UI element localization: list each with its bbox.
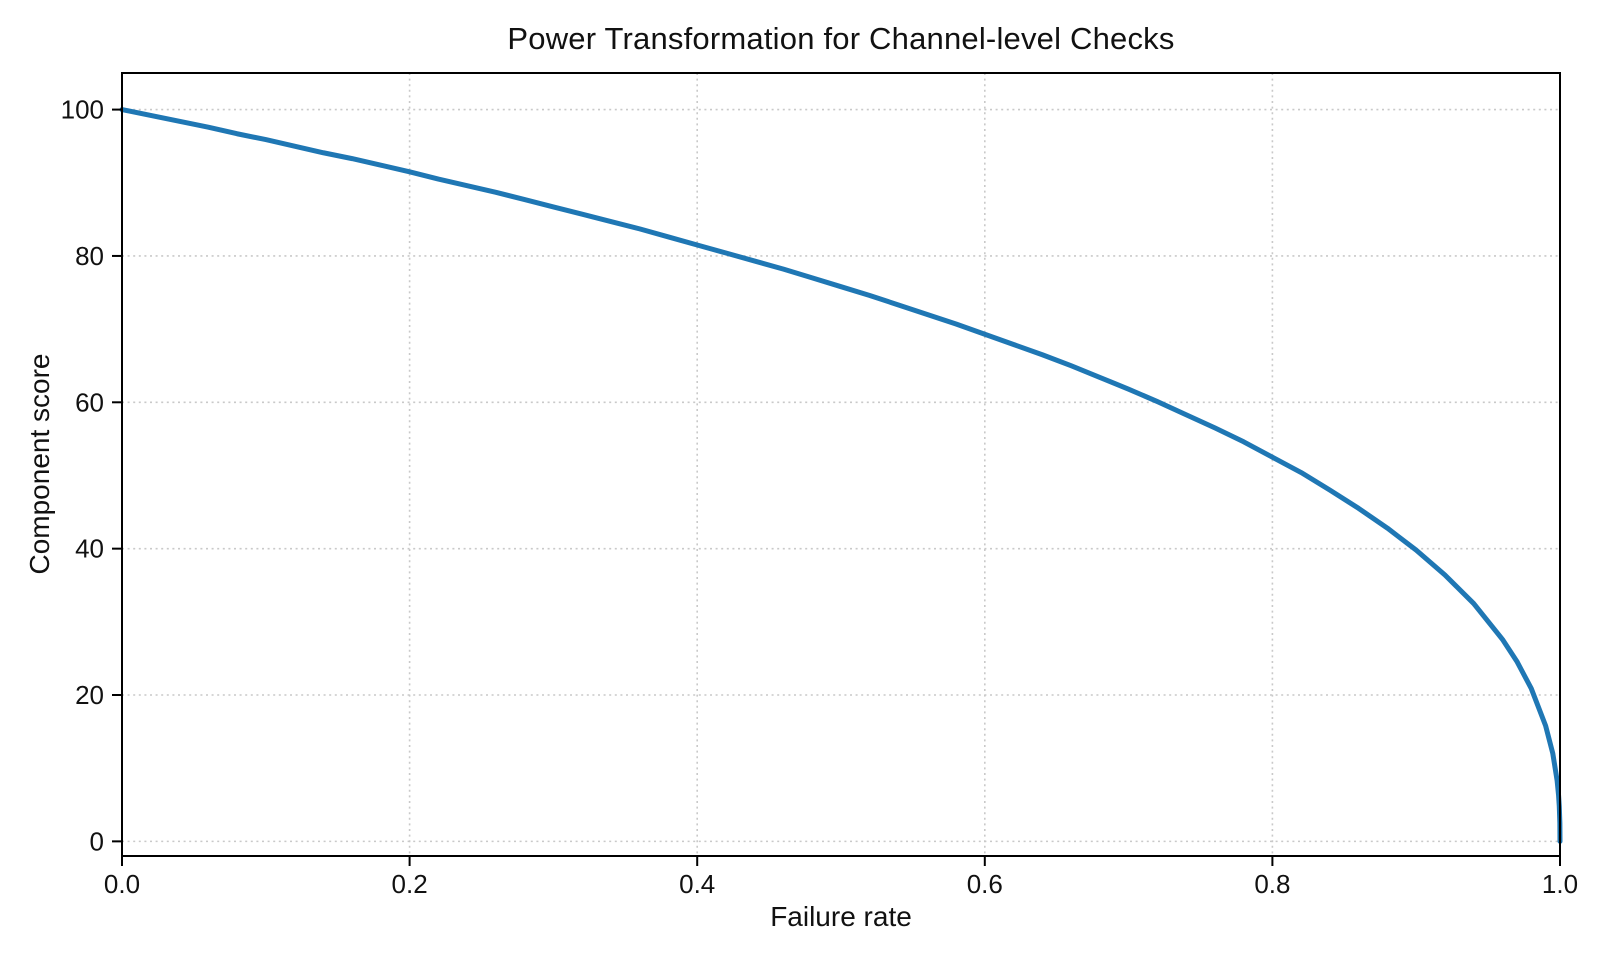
y-tick-label: 60 [75,387,104,417]
x-tick-label: 0.6 [967,869,1003,899]
y-tick-label: 80 [75,241,104,271]
y-tick-label: 20 [75,680,104,710]
y-tick-label: 40 [75,534,104,564]
axis-ticks: 0.0 0.2 0.4 0.6 0.8 1.0 0 20 40 60 80 100 [61,95,1578,899]
gridlines [121,73,1561,856]
x-tick-label: 1.0 [1542,869,1578,899]
y-tick-label: 0 [90,826,104,856]
plot-border [121,72,1561,857]
x-axis-label: Failure rate [770,901,912,932]
x-tick-label: 0.8 [1254,869,1290,899]
series-line-component-score-curve [119,107,1563,844]
x-tick-label: 0.2 [392,869,428,899]
x-tick-label: 0.4 [679,869,715,899]
x-tick-label: 0.0 [104,869,140,899]
y-axis-label: Component score [24,353,55,575]
chart-title: Power Transformation for Channel-level C… [507,21,1175,56]
y-tick-label: 100 [61,95,104,125]
